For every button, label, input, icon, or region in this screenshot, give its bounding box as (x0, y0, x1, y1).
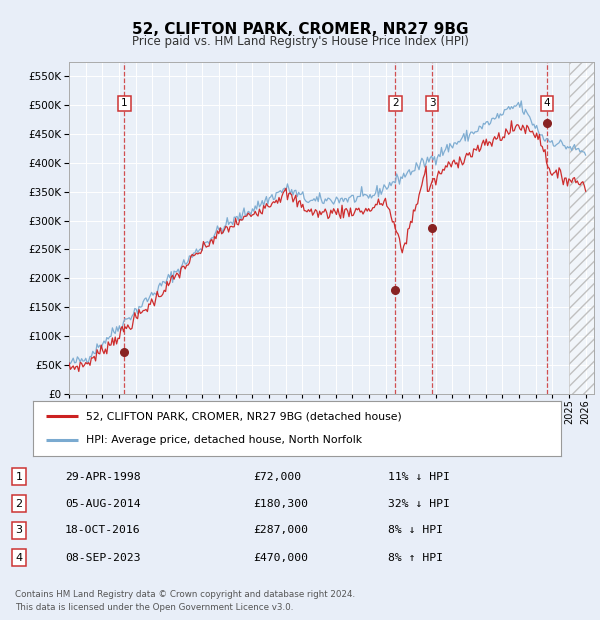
Bar (569, 62, 594, 394)
Text: 1: 1 (121, 99, 128, 108)
Text: 08-SEP-2023: 08-SEP-2023 (65, 553, 140, 563)
Text: Contains HM Land Registry data © Crown copyright and database right 2024.
This d: Contains HM Land Registry data © Crown c… (15, 590, 355, 612)
Text: 2: 2 (392, 99, 398, 108)
Text: 8% ↓ HPI: 8% ↓ HPI (388, 525, 443, 535)
Text: 2: 2 (16, 498, 22, 508)
Text: 3: 3 (16, 525, 22, 535)
Text: £72,000: £72,000 (253, 472, 301, 482)
Text: £287,000: £287,000 (253, 525, 308, 535)
Text: Price paid vs. HM Land Registry's House Price Index (HPI): Price paid vs. HM Land Registry's House … (131, 35, 469, 48)
Text: HPI: Average price, detached house, North Norfolk: HPI: Average price, detached house, Nort… (86, 435, 362, 445)
Text: 52, CLIFTON PARK, CROMER, NR27 9BG (detached house): 52, CLIFTON PARK, CROMER, NR27 9BG (deta… (86, 412, 401, 422)
Text: 29-APR-1998: 29-APR-1998 (65, 472, 140, 482)
Text: 52, CLIFTON PARK, CROMER, NR27 9BG: 52, CLIFTON PARK, CROMER, NR27 9BG (132, 22, 468, 37)
Text: 18-OCT-2016: 18-OCT-2016 (65, 525, 140, 535)
Text: 3: 3 (429, 99, 436, 108)
Bar (569, 62, 594, 394)
Text: 32% ↓ HPI: 32% ↓ HPI (388, 498, 450, 508)
Text: 8% ↑ HPI: 8% ↑ HPI (388, 553, 443, 563)
Text: £180,300: £180,300 (253, 498, 308, 508)
Text: £470,000: £470,000 (253, 553, 308, 563)
Text: 05-AUG-2014: 05-AUG-2014 (65, 498, 140, 508)
Text: 1: 1 (16, 472, 22, 482)
Text: 4: 4 (16, 553, 22, 563)
Text: 11% ↓ HPI: 11% ↓ HPI (388, 472, 450, 482)
Text: 4: 4 (544, 99, 550, 108)
